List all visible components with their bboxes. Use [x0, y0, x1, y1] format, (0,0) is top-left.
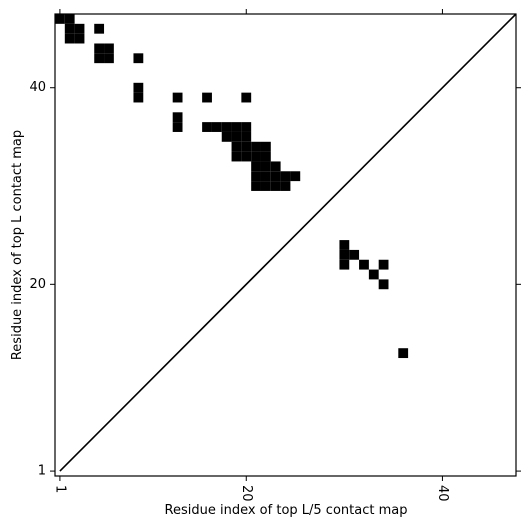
contact-cell	[221, 131, 232, 142]
contact-cell	[231, 122, 242, 132]
x-tick-label: 20	[239, 485, 254, 502]
contact-cell	[133, 53, 144, 64]
contact-cell	[231, 151, 242, 162]
contact-cell	[231, 131, 242, 142]
contact-cell	[74, 33, 85, 44]
contact-cell	[339, 240, 350, 250]
contact-cell	[251, 181, 261, 191]
contact-cell	[378, 279, 389, 290]
contact-cell	[74, 23, 85, 34]
contact-cell	[251, 151, 261, 162]
contact-cell	[55, 14, 65, 24]
contact-cell	[260, 171, 271, 182]
contact-cell	[241, 92, 252, 103]
contact-cell	[260, 181, 271, 191]
contact-cell	[349, 249, 360, 260]
contact-cell	[398, 348, 409, 359]
x-tick-label: 1	[52, 485, 67, 493]
contact-cell	[221, 122, 232, 132]
contact-cell	[202, 122, 212, 132]
contact-cell	[270, 161, 281, 172]
contact-cell	[378, 259, 389, 270]
contact-cell	[241, 122, 252, 132]
contact-cell	[280, 181, 291, 191]
contact-cell	[94, 53, 105, 64]
contact-cell	[94, 23, 105, 34]
x-tick-label: 40	[435, 485, 450, 502]
contact-cell	[251, 161, 261, 172]
contact-cell	[64, 23, 75, 34]
contact-cell	[280, 171, 291, 182]
x-axis-label: Residue index of top L/5 contact map	[165, 503, 408, 518]
contact-cell	[211, 122, 222, 132]
y-tick-label: 20	[29, 277, 46, 292]
contact-cell	[231, 141, 242, 152]
y-tick-label: 40	[29, 80, 46, 95]
contact-cell	[94, 43, 105, 54]
contact-cell	[260, 161, 271, 172]
contact-cell	[241, 141, 252, 152]
contact-cell	[260, 151, 271, 162]
contact-cell	[64, 14, 75, 24]
contact-cell	[251, 141, 261, 152]
contact-cell	[251, 171, 261, 182]
contact-cell	[133, 92, 144, 103]
contact-cell	[270, 171, 281, 182]
contact-cell	[133, 82, 144, 93]
contact-cell	[64, 33, 75, 44]
contact-cell	[260, 141, 271, 152]
contact-cell	[339, 259, 350, 270]
contact-cell	[172, 92, 183, 103]
contact-cell	[290, 171, 301, 182]
contact-cell	[339, 249, 350, 260]
contact-cell	[359, 259, 369, 270]
contact-cell	[202, 92, 212, 103]
contact-cell	[104, 53, 114, 64]
contact-cell	[241, 131, 252, 142]
contact-cell	[172, 112, 183, 123]
y-tick-label: 1	[38, 464, 46, 479]
contact-cell	[241, 151, 252, 162]
contact-cell	[368, 269, 379, 280]
contact-cell	[104, 43, 114, 54]
plot-frame	[54, 13, 517, 477]
contact-cell	[270, 181, 281, 191]
y-axis-label: Residue index of top L contact map	[10, 130, 25, 360]
diagonal	[59, 13, 517, 472]
contact-cell	[172, 122, 183, 132]
